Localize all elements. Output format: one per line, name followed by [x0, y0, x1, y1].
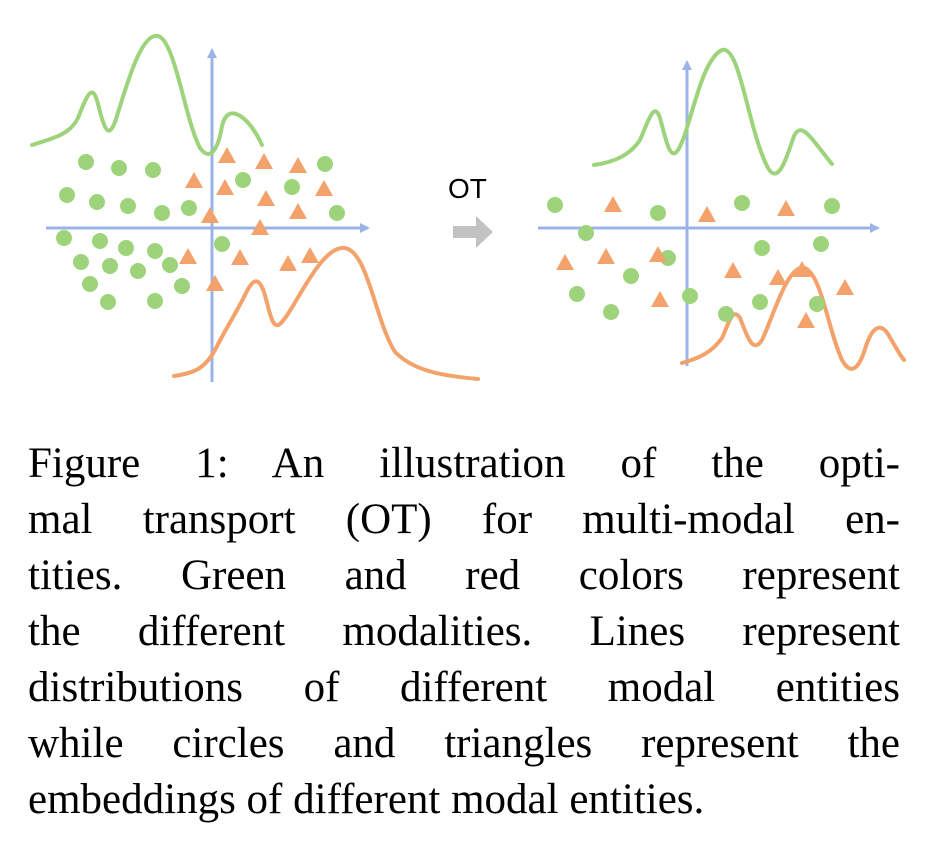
embedding-triangle: [255, 153, 273, 169]
embedding-triangle: [777, 200, 795, 216]
right-panel: [538, 47, 906, 371]
embedding-circle: [147, 293, 163, 309]
embedding-circle: [56, 230, 72, 246]
embedding-circle: [547, 197, 563, 213]
embedding-circle: [78, 154, 94, 170]
embedding-triangle: [797, 312, 815, 328]
embedding-circle: [154, 205, 170, 221]
embedding-circle: [623, 268, 639, 284]
caption-line: mal transport (OT) for multi-modal en-: [28, 496, 900, 543]
embedding-triangle: [185, 172, 203, 188]
embedding-triangle: [218, 147, 236, 163]
embedding-circle: [89, 194, 105, 210]
embedding-triangle: [836, 279, 854, 295]
embedding-circle: [809, 296, 825, 312]
embedding-circle: [317, 156, 333, 172]
embedding-circle: [754, 240, 770, 256]
embedding-circle: [603, 304, 619, 320]
embedding-circle: [120, 198, 136, 214]
right-green-distribution-curve: [592, 47, 834, 176]
embedding-circle: [162, 257, 178, 273]
embedding-circle: [329, 205, 345, 221]
embedding-triangle: [597, 248, 615, 264]
embedding-circle: [59, 187, 75, 203]
embedding-circle: [682, 288, 698, 304]
left-orange-distribution-curve: [172, 246, 480, 381]
embedding-circle: [824, 198, 840, 214]
embedding-triangle: [649, 246, 667, 262]
embedding-circle: [181, 200, 197, 216]
embedding-triangle: [315, 180, 333, 196]
embedding-triangle: [289, 203, 307, 219]
embedding-circle: [214, 236, 230, 252]
embedding-triangle: [216, 179, 234, 195]
caption-line: distributions of different modal entitie…: [28, 664, 900, 711]
embedding-triangle: [206, 275, 224, 291]
embedding-triangle: [698, 206, 716, 222]
embedding-circle: [235, 172, 251, 188]
embedding-triangle: [556, 254, 574, 270]
embedding-circle: [92, 233, 108, 249]
caption-line: the different modalities. Lines represen…: [28, 608, 900, 655]
caption-line: while circles and triangles represent th…: [28, 720, 900, 767]
right-orange-distribution-curve: [680, 265, 906, 371]
embedding-triangle: [179, 248, 197, 264]
embedding-circle: [174, 278, 190, 294]
embedding-triangle: [651, 291, 669, 307]
embedding-circle: [100, 294, 116, 310]
embedding-circle: [145, 162, 161, 178]
embedding-circle: [130, 263, 146, 279]
embedding-circle: [752, 294, 768, 310]
embedding-circle: [718, 306, 734, 322]
embedding-circle: [147, 243, 163, 259]
ot-arrow-label: OT: [448, 173, 487, 204]
embedding-triangle: [301, 247, 319, 263]
embedding-circle: [82, 276, 98, 292]
embedding-triangle: [257, 190, 275, 206]
embedding-circle: [73, 254, 89, 270]
embedding-circle: [569, 286, 585, 302]
caption-line: Figure 1: An illustration of the opti-: [28, 440, 900, 487]
left-green-circles: [56, 154, 345, 310]
embedding-triangle: [251, 219, 269, 235]
embedding-triangle: [289, 157, 307, 173]
caption-line: embeddings of different modal entities.: [28, 776, 705, 823]
figure-caption: Figure 1: An illustration of the opti- m…: [28, 436, 900, 828]
embedding-circle: [102, 258, 118, 274]
embedding-circle: [118, 240, 134, 256]
embedding-circle: [284, 179, 300, 195]
right-green-circles: [547, 195, 840, 322]
embedding-circle: [813, 236, 829, 252]
embedding-triangle: [769, 269, 787, 285]
embedding-triangle: [724, 262, 742, 278]
embedding-circle: [578, 225, 594, 241]
embedding-triangle: [231, 249, 249, 265]
left-panel: [30, 33, 480, 382]
embedding-triangle: [604, 196, 622, 212]
embedding-triangle: [201, 207, 219, 223]
ot-illustration: OT: [30, 33, 906, 382]
embedding-circle: [650, 205, 666, 221]
caption-line: tities. Green and red colors represent: [28, 552, 900, 599]
embedding-circle: [734, 195, 750, 211]
arrow-right-icon: [453, 216, 493, 248]
right-orange-triangles: [556, 196, 854, 328]
embedding-triangle: [793, 261, 811, 277]
ot-arrow: OT: [448, 173, 493, 248]
left-green-distribution-curve: [30, 33, 264, 156]
embedding-circle: [111, 160, 127, 176]
embedding-triangle: [279, 255, 297, 271]
left-orange-triangles: [179, 147, 333, 291]
